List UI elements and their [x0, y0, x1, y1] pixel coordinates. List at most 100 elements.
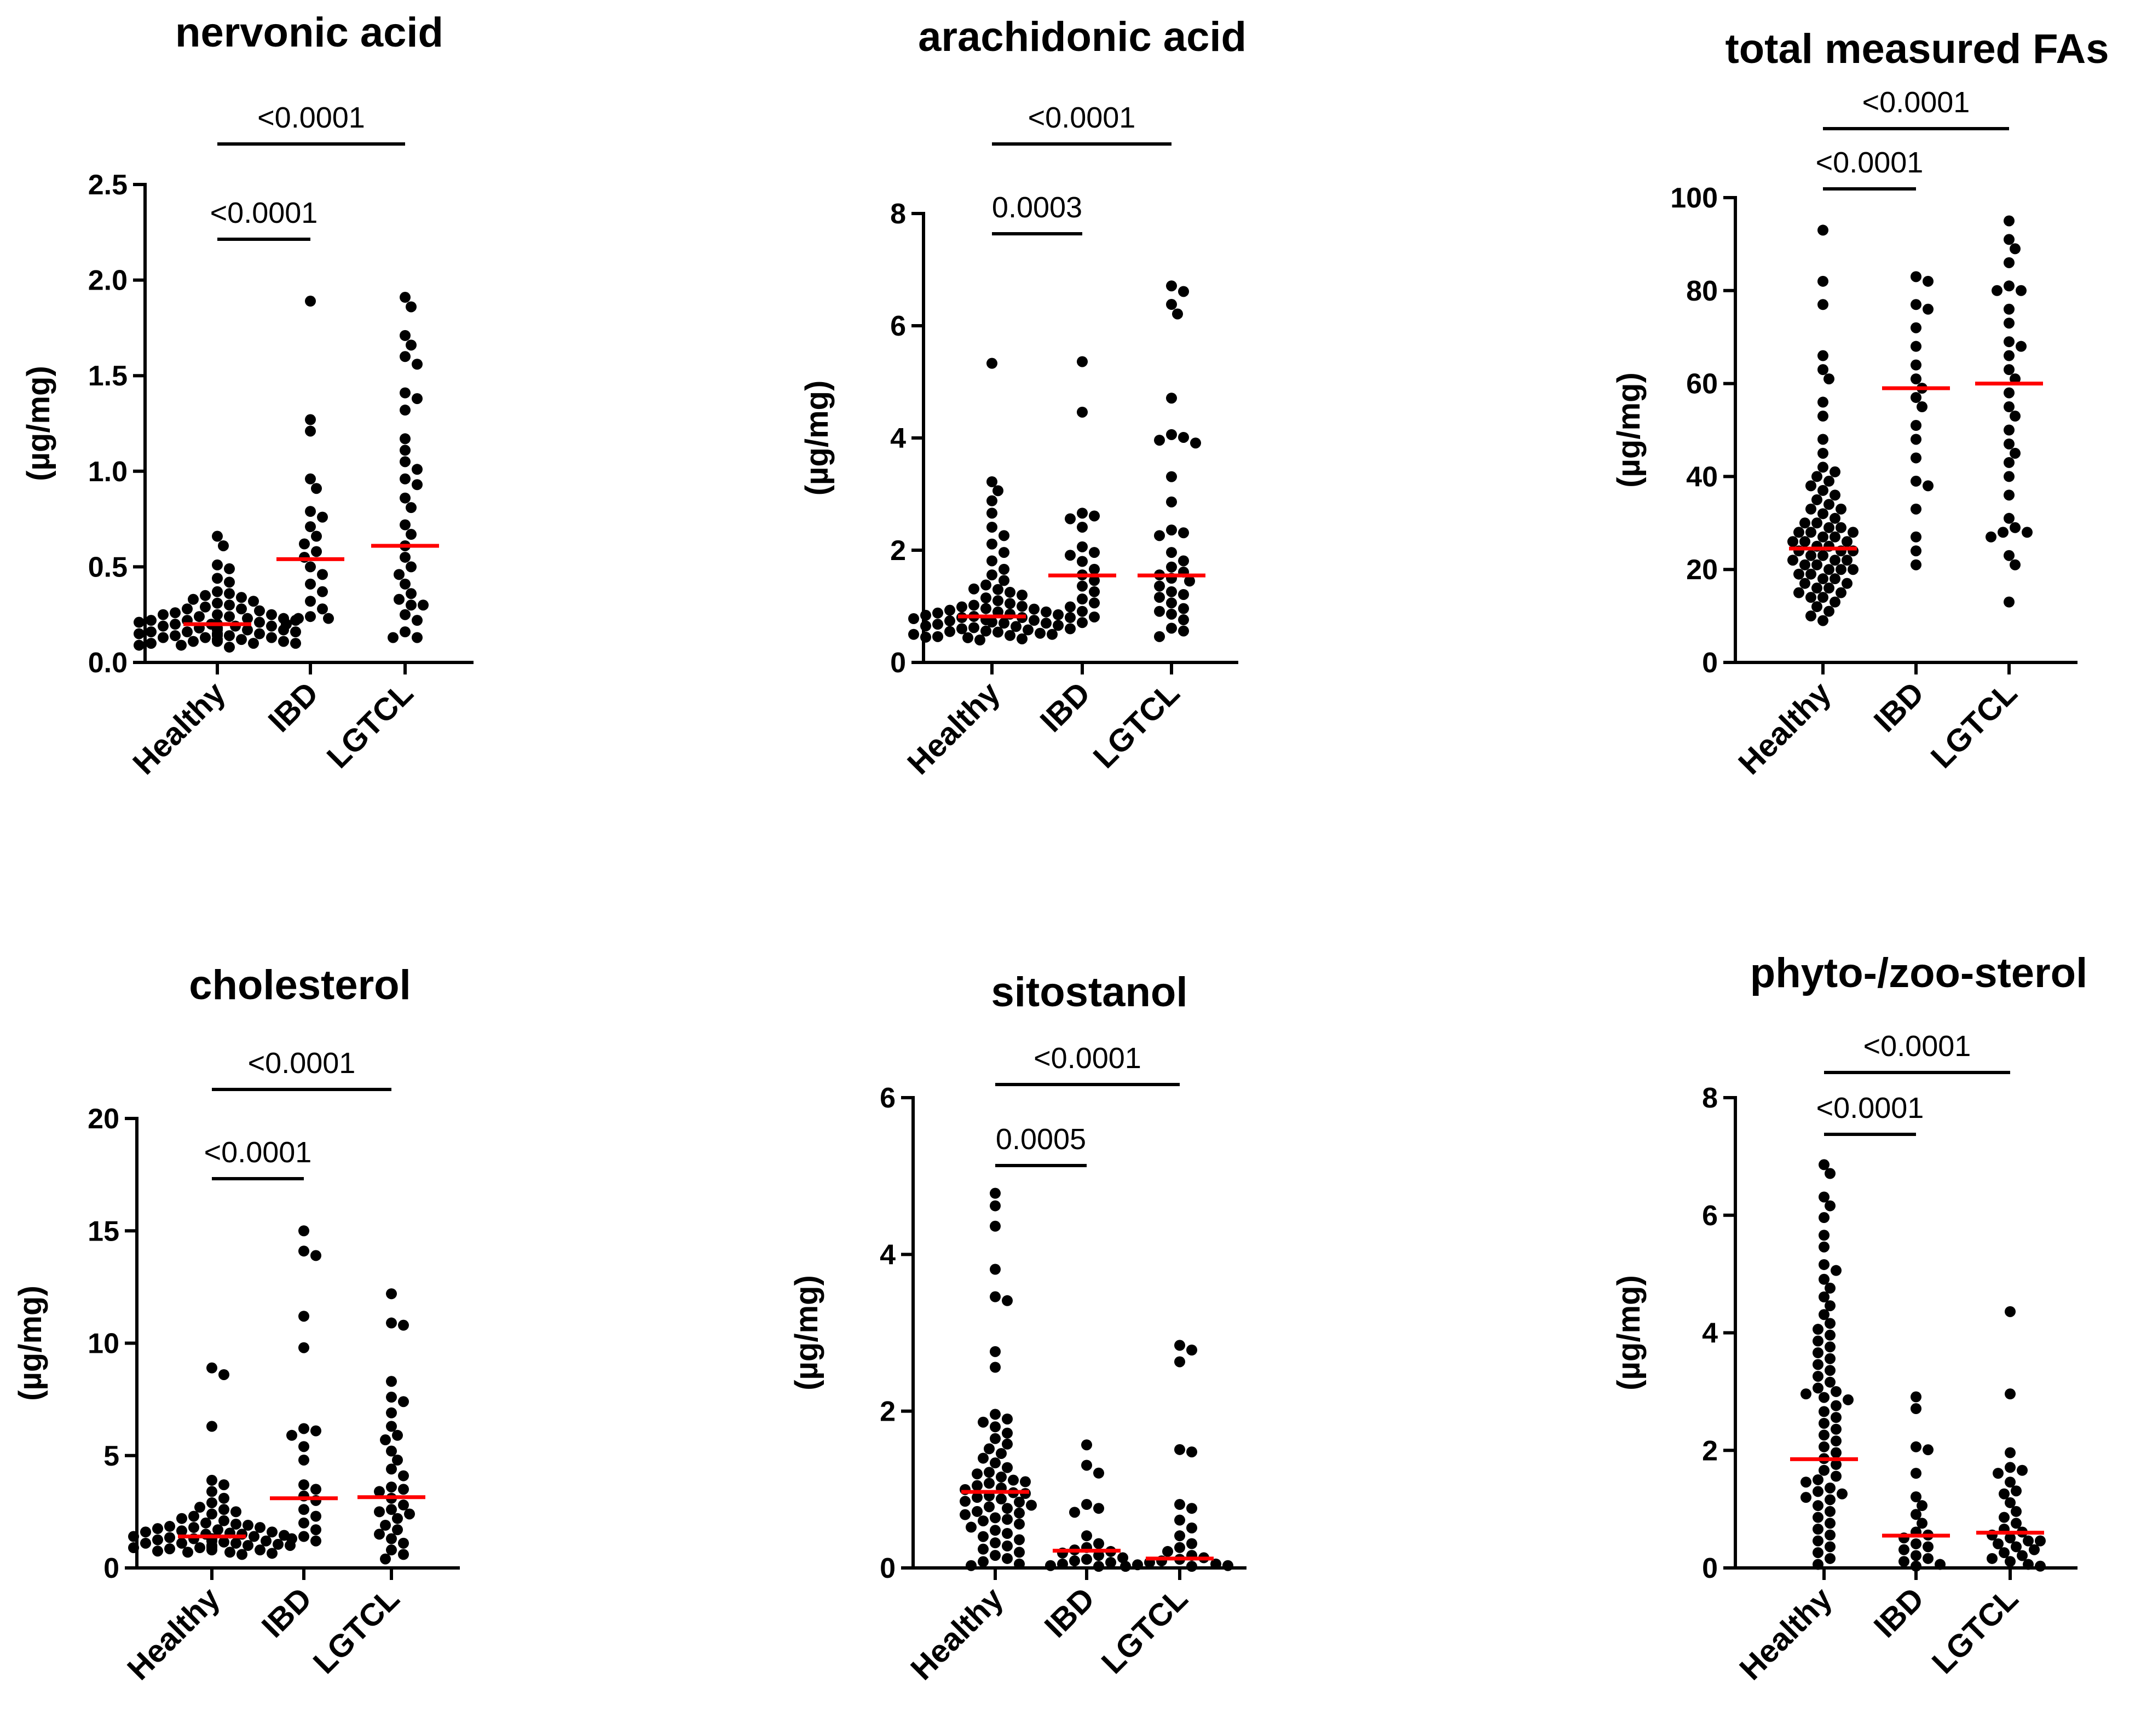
data-point: [400, 609, 411, 620]
data-point: [968, 599, 979, 611]
data-point: [990, 1409, 1001, 1420]
data-point: [1898, 1556, 1909, 1567]
data-point: [1805, 592, 1816, 603]
data-point: [412, 479, 423, 491]
data-point: [980, 625, 991, 637]
data-point: [392, 1513, 403, 1524]
data-point: [2004, 350, 2015, 361]
data-point: [1799, 559, 1810, 570]
data-point: [323, 613, 334, 624]
data-point: [406, 502, 417, 514]
data-point: [1089, 563, 1100, 575]
y-tick-label: 2: [890, 535, 906, 567]
data-point: [1166, 597, 1177, 609]
data-point: [317, 603, 328, 615]
data-point: [374, 1529, 385, 1540]
data-point: [386, 1288, 397, 1300]
data-point: [1014, 1547, 1025, 1558]
data-point: [134, 628, 145, 639]
data-point: [2004, 234, 2015, 245]
data-point: [298, 1441, 309, 1452]
data-point: [1825, 1353, 1836, 1364]
data-point: [1166, 280, 1177, 292]
data-point: [236, 592, 247, 603]
data-point: [972, 1506, 983, 1517]
data-point: [2005, 1556, 2016, 1567]
data-point: [1077, 541, 1088, 552]
data-point: [188, 593, 199, 605]
data-point: [212, 573, 223, 584]
p-value-label: <0.0001: [1862, 86, 1970, 119]
data-point: [1843, 1394, 1854, 1405]
data-point: [1069, 1507, 1080, 1518]
data-point: [1793, 587, 1804, 598]
data-point: [134, 616, 145, 628]
data-point: [412, 359, 423, 370]
data-point: [311, 546, 322, 557]
data-point: [966, 1521, 977, 1533]
x-category-label: LGTCL: [1924, 675, 2024, 775]
data-point: [984, 1467, 995, 1478]
data-point: [242, 624, 253, 636]
data-point: [990, 1291, 1001, 1302]
data-point: [1825, 1300, 1836, 1312]
data-point: [386, 1376, 397, 1387]
data-point: [1917, 401, 1928, 413]
data-point: [293, 613, 304, 624]
data-point: [986, 555, 997, 567]
data-point: [305, 414, 316, 425]
data-point: [1819, 1212, 1830, 1224]
data-point: [1819, 1417, 1830, 1429]
data-point: [1830, 555, 1840, 566]
data-point: [1002, 1295, 1013, 1306]
data-point: [1002, 1514, 1013, 1525]
data-point: [1805, 550, 1816, 561]
data-point: [986, 495, 997, 506]
data-point: [1819, 1464, 1830, 1476]
data-point: [188, 1522, 199, 1533]
data-point: [400, 445, 411, 456]
data-point: [310, 1250, 321, 1261]
data-point: [980, 603, 991, 614]
data-point: [1813, 1382, 1823, 1394]
data-point: [2004, 438, 2015, 449]
data-point: [1813, 1335, 1823, 1347]
data-point: [224, 1547, 235, 1558]
chart-title: nervonic acid: [175, 9, 443, 56]
data-point: [1166, 393, 1177, 404]
data-point: [418, 599, 429, 611]
data-point: [1911, 373, 1921, 385]
data-point: [2010, 243, 2021, 255]
data-point: [1825, 1529, 1836, 1541]
data-point: [2016, 341, 2027, 352]
data-point: [248, 596, 259, 607]
data-point: [1065, 612, 1076, 623]
data-point: [1799, 536, 1810, 547]
data-point: [1166, 561, 1177, 573]
data-point: [1813, 1370, 1823, 1382]
data-point: [406, 599, 417, 611]
data-point: [386, 1317, 397, 1329]
data-point: [986, 538, 997, 550]
data-point: [990, 1346, 1001, 1357]
data-point: [140, 1526, 151, 1538]
data-point: [2035, 1535, 2046, 1547]
data-point: [1811, 517, 1822, 529]
data-point: [2011, 1518, 2022, 1529]
data-point: [972, 1468, 983, 1480]
data-point: [1819, 1429, 1830, 1441]
data-point: [1911, 545, 1921, 557]
data-point: [412, 393, 423, 405]
y-tick-label: 8: [890, 198, 906, 230]
data-point: [1831, 1412, 1842, 1423]
data-point: [386, 1481, 397, 1493]
data-point: [920, 620, 931, 632]
data-point: [1823, 605, 1834, 617]
data-point: [2005, 1306, 2016, 1317]
data-point: [1029, 603, 1040, 615]
data-point: [380, 1520, 391, 1531]
data-point: [1848, 527, 1859, 538]
data-point: [305, 521, 316, 533]
data-point: [1837, 1488, 1848, 1499]
data-point: [1813, 1535, 1823, 1547]
